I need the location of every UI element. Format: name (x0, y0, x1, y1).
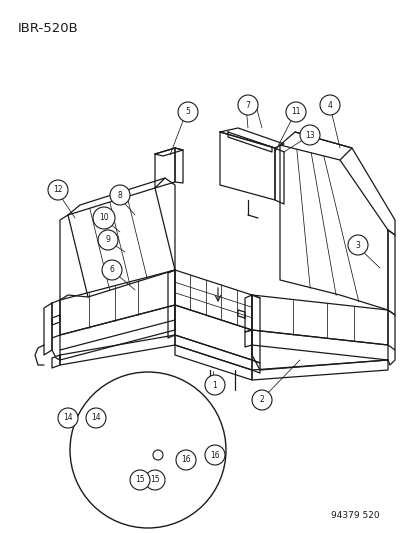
Circle shape (145, 470, 165, 490)
Circle shape (98, 230, 118, 250)
Text: 14: 14 (91, 414, 101, 423)
Text: 15: 15 (150, 475, 159, 484)
Circle shape (176, 450, 195, 470)
Circle shape (204, 375, 224, 395)
Text: 3: 3 (355, 240, 360, 249)
Text: 15: 15 (135, 475, 145, 484)
Text: 7: 7 (245, 101, 250, 109)
Circle shape (153, 450, 163, 460)
Text: 8: 8 (117, 190, 122, 199)
Circle shape (299, 125, 319, 145)
Text: 13: 13 (304, 131, 314, 140)
Circle shape (48, 180, 68, 200)
Text: 10: 10 (99, 214, 109, 222)
Text: 94379 520: 94379 520 (330, 511, 379, 520)
Circle shape (102, 260, 122, 280)
Circle shape (178, 102, 197, 122)
Circle shape (130, 470, 150, 490)
Circle shape (70, 372, 225, 528)
Text: 6: 6 (109, 265, 114, 274)
Circle shape (319, 95, 339, 115)
Circle shape (347, 235, 367, 255)
Text: 9: 9 (105, 236, 110, 245)
Text: IBR-520B: IBR-520B (18, 22, 78, 35)
Circle shape (252, 390, 271, 410)
Text: 5: 5 (185, 108, 190, 117)
Circle shape (58, 408, 78, 428)
Text: 12: 12 (53, 185, 63, 195)
Circle shape (93, 207, 115, 229)
Text: 4: 4 (327, 101, 332, 109)
Circle shape (285, 102, 305, 122)
Circle shape (204, 445, 224, 465)
Circle shape (110, 185, 130, 205)
Circle shape (86, 408, 106, 428)
Text: 11: 11 (291, 108, 300, 117)
Text: 16: 16 (210, 450, 219, 459)
Text: 2: 2 (259, 395, 264, 405)
Circle shape (237, 95, 257, 115)
Text: 16: 16 (181, 456, 190, 464)
Text: 1: 1 (212, 381, 217, 390)
Text: 14: 14 (63, 414, 73, 423)
